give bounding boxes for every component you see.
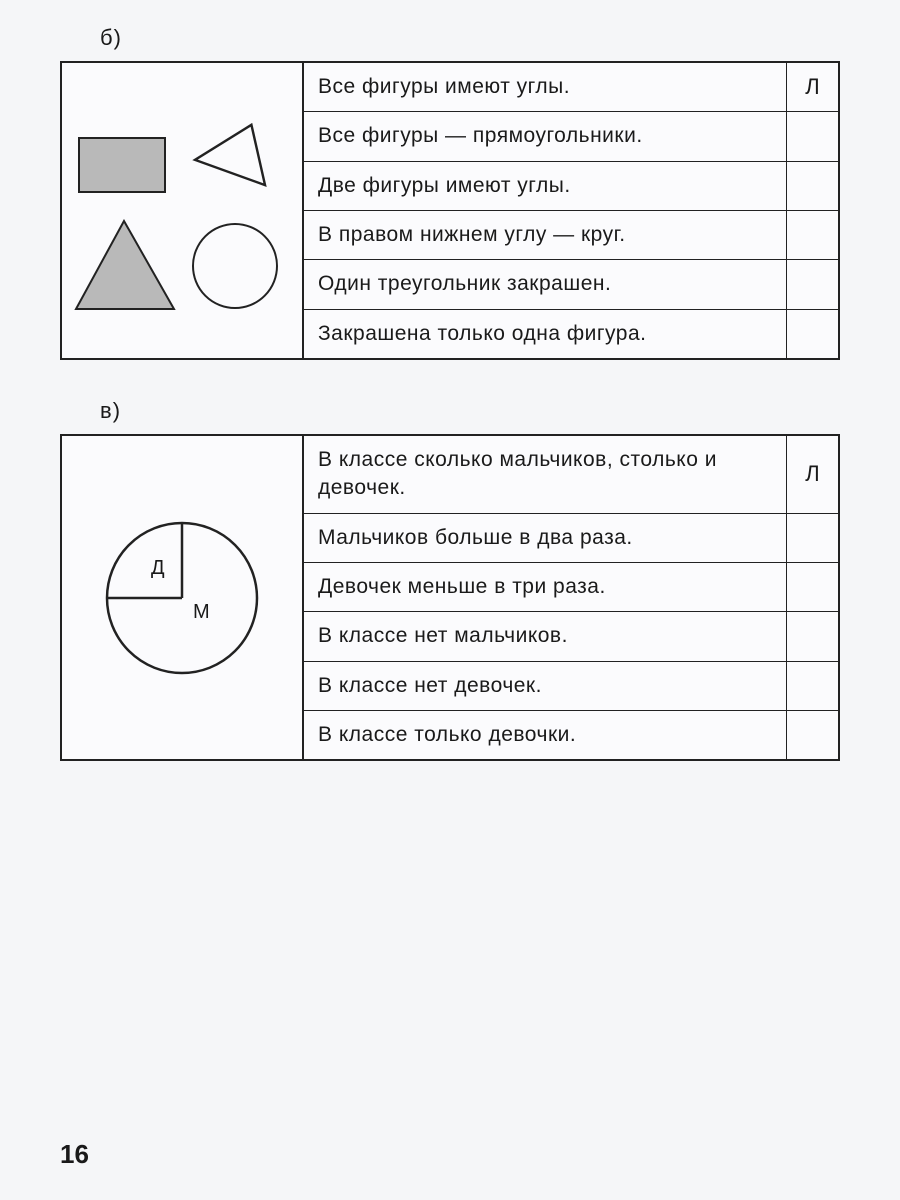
circle-shape: [192, 223, 278, 309]
statement-row: Закрашена только одна фигура.: [302, 310, 838, 358]
triangle-outline-shape: [190, 119, 272, 189]
exercise-b: Все фигуры имеют углы. Л Все фигуры — пр…: [60, 61, 840, 360]
exercise-v: Д М В классе сколько мальчиков, столько …: [60, 434, 840, 761]
statement-answer[interactable]: [786, 563, 838, 611]
pie-chart: [97, 513, 267, 683]
statement-text: Все фигуры имеют углы.: [304, 63, 786, 111]
statement-answer[interactable]: [786, 162, 838, 210]
statement-answer[interactable]: [786, 260, 838, 308]
page-number: 16: [60, 1139, 89, 1170]
statement-text: Две фигуры имеют углы.: [304, 162, 786, 210]
statement-row: Мальчиков больше в два раза.: [302, 514, 838, 563]
pie-label-m: М: [193, 601, 210, 624]
statement-answer[interactable]: [786, 711, 838, 759]
shapes-illustration: [62, 63, 302, 358]
statement-answer[interactable]: Л: [786, 63, 838, 111]
statement-row: Две фигуры имеют углы.: [302, 162, 838, 211]
statement-text: Девочек меньше в три раза.: [304, 563, 786, 611]
statement-text: В классе только девочки.: [304, 711, 786, 759]
rectangle-shape: [78, 137, 166, 193]
statement-text: Закрашена только одна фигура.: [304, 310, 786, 358]
statement-answer[interactable]: [786, 514, 838, 562]
pie-label-d: Д: [151, 557, 165, 580]
statement-answer[interactable]: [786, 211, 838, 259]
statement-row: В классе только девочки.: [302, 711, 838, 759]
statements-b: Все фигуры имеют углы. Л Все фигуры — пр…: [302, 63, 838, 358]
statement-answer[interactable]: Л: [786, 436, 838, 513]
statement-text: Все фигуры — прямоугольники.: [304, 112, 786, 160]
triangle-filled-shape: [74, 219, 176, 311]
section-b-label: б): [100, 25, 840, 51]
statement-text: Один треугольник закрашен.: [304, 260, 786, 308]
statement-text: В классе нет мальчиков.: [304, 612, 786, 660]
statement-text: В классе нет девочек.: [304, 662, 786, 710]
statement-text: Мальчиков больше в два раза.: [304, 514, 786, 562]
statements-v: В классе сколько мальчиков, столько и де…: [302, 436, 838, 759]
statement-row: В классе нет девочек.: [302, 662, 838, 711]
statement-text: В правом нижнем углу — круг.: [304, 211, 786, 259]
statement-answer[interactable]: [786, 112, 838, 160]
statement-row: В классе сколько мальчиков, столько и де…: [302, 436, 838, 514]
statement-answer[interactable]: [786, 310, 838, 358]
statement-row: В классе нет мальчиков.: [302, 612, 838, 661]
statement-row: Девочек меньше в три раза.: [302, 563, 838, 612]
statement-text: В классе сколько мальчиков, столько и де…: [304, 436, 786, 513]
pie-illustration: Д М: [62, 436, 302, 759]
statement-row: Один треугольник закрашен.: [302, 260, 838, 309]
statement-row: Все фигуры имеют углы. Л: [302, 63, 838, 112]
statement-answer[interactable]: [786, 612, 838, 660]
section-v-label: в): [100, 398, 840, 424]
statement-row: В правом нижнем углу — круг.: [302, 211, 838, 260]
statement-answer[interactable]: [786, 662, 838, 710]
statement-row: Все фигуры — прямоугольники.: [302, 112, 838, 161]
